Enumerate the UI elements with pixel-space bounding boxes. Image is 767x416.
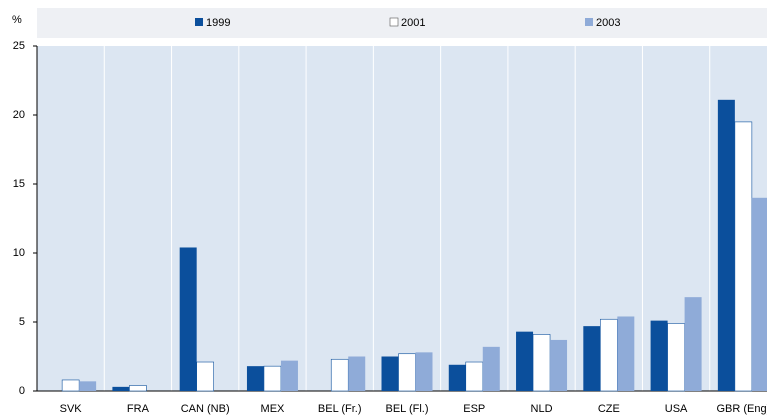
- y-tick-label: 0: [19, 385, 25, 397]
- bar: [330, 358, 349, 392]
- y-tick-label: 25: [13, 40, 25, 52]
- y-tick-label: 5: [19, 316, 25, 328]
- x-tick-label: ESP: [463, 403, 485, 415]
- x-tick-label: CZE: [598, 403, 620, 415]
- bar: [263, 365, 282, 392]
- bar: [246, 366, 264, 391]
- bar: [448, 364, 466, 391]
- x-tick-label: FRA: [127, 403, 150, 415]
- bar: [196, 361, 214, 392]
- x-tick-label: NLD: [531, 403, 553, 415]
- x-tick-label: USA: [665, 403, 688, 415]
- bar: [734, 121, 753, 392]
- legend-label: 1999: [206, 17, 230, 29]
- bar: [129, 385, 147, 392]
- bar: [348, 356, 366, 391]
- plot-background: [37, 46, 767, 391]
- x-tick-label: SVK: [60, 403, 83, 415]
- bar: [79, 381, 97, 391]
- bar: [617, 316, 635, 391]
- y-axis-label: %: [12, 14, 22, 26]
- legend-swatch: [585, 18, 593, 26]
- bar: [583, 326, 601, 391]
- x-tick-label: GBR (Eng): [716, 403, 767, 415]
- legend-swatch: [389, 17, 399, 27]
- legend-label: 2001: [401, 17, 425, 29]
- bar: [61, 379, 80, 392]
- y-tick-label: 10: [13, 247, 25, 259]
- bar: [751, 197, 767, 391]
- bar: [684, 297, 702, 391]
- bar: [381, 356, 399, 391]
- y-tick-label: 15: [13, 178, 25, 190]
- y-tick-label: 20: [13, 109, 25, 121]
- bar: [415, 352, 433, 391]
- x-tick-label: MEX: [261, 403, 286, 415]
- x-tick-label: BEL (Fr.): [318, 403, 362, 415]
- bar: [516, 331, 534, 391]
- bar: [650, 320, 668, 391]
- bar: [532, 334, 551, 392]
- bar: [482, 346, 500, 391]
- legend-background: [37, 8, 767, 38]
- bar: [600, 318, 618, 392]
- bar: [667, 323, 685, 392]
- bar: [717, 99, 735, 391]
- x-tick-label: BEL (Fl.): [386, 403, 429, 415]
- bar: [280, 360, 298, 391]
- bar: [112, 386, 130, 391]
- x-tick-label: CAN (NB): [181, 403, 230, 415]
- bar: [465, 361, 484, 392]
- bar: [398, 353, 416, 392]
- legend-label: 2003: [596, 17, 620, 29]
- bar: [179, 247, 197, 391]
- legend-swatch: [195, 18, 203, 26]
- bar: [550, 339, 568, 391]
